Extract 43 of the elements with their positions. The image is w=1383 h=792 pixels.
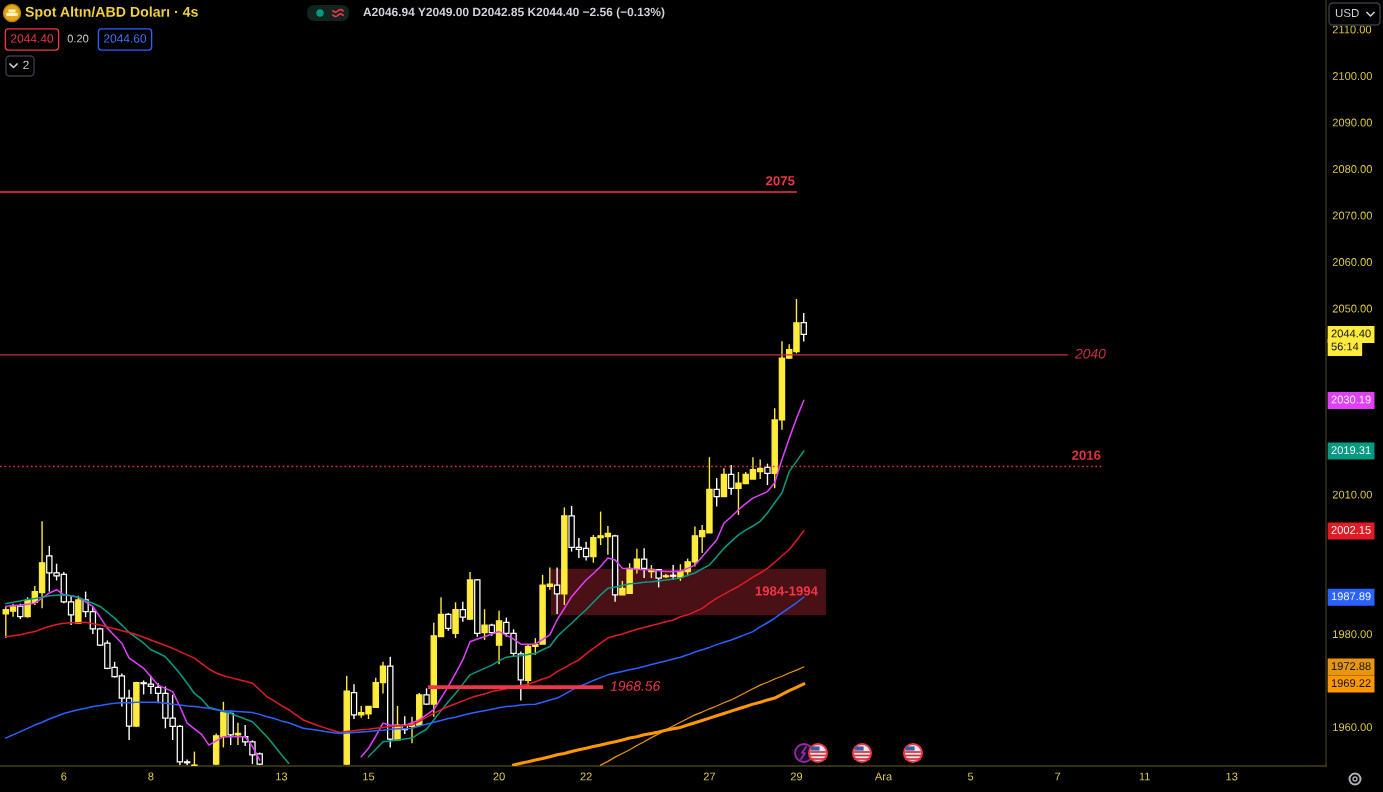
- x-tick-label: 13: [276, 772, 288, 781]
- ref-line-label: 1968.56: [610, 681, 661, 691]
- x-tick-label: 5: [967, 772, 974, 781]
- y-tick-label: 1980.00: [1333, 630, 1372, 639]
- x-tick-label: Ara: [874, 772, 893, 781]
- ref-line-label: 2075: [766, 176, 795, 186]
- x-tick-label: 6: [61, 772, 67, 781]
- text: USD: [1335, 8, 1359, 18]
- text: 56:14: [1331, 342, 1359, 351]
- y-tick-label: 1960.00: [1333, 723, 1372, 732]
- text: 2030.19: [1331, 395, 1371, 404]
- x-tick-label: 22: [580, 772, 592, 781]
- x-tick-label: 11: [1139, 772, 1150, 781]
- y-tick-label: 2110.00: [1332, 25, 1372, 34]
- text: 2019.31: [1331, 446, 1371, 455]
- x-tick-label: 27: [703, 772, 716, 781]
- ref-line-label: 2016: [1072, 450, 1101, 460]
- y-tick-label: 2050.00: [1332, 304, 1372, 313]
- band-label: 1984-1994: [755, 586, 818, 596]
- annotation: 0.20: [67, 34, 89, 43]
- x-tick-label: 7: [1055, 772, 1061, 781]
- y-tick-label: 2010.00: [1332, 490, 1372, 499]
- text: 2044.40: [1331, 329, 1371, 338]
- chart-title: Spot Altın/ABD Doları · 4s: [25, 6, 198, 20]
- annotation: 2: [23, 60, 29, 70]
- x-tick-label: 13: [1226, 772, 1238, 781]
- y-tick-label: 2080.00: [1332, 165, 1372, 173]
- y-tick-label: 2070.00: [1332, 211, 1372, 220]
- x-tick-label: 29: [790, 772, 803, 781]
- annotation: 2044.40: [11, 34, 54, 43]
- text: A2046.94 Y2049.00 D2042.85 K2044.40 −2.56 (−0.13%): [363, 7, 665, 19]
- text: 1969.22: [1331, 679, 1371, 688]
- y-tick-label: 2060.00: [1332, 258, 1372, 266]
- text: 1987.89: [1331, 592, 1371, 601]
- ref-line-label: 2040: [1074, 348, 1106, 359]
- x-tick-label: 8: [148, 772, 154, 781]
- annotation: 2044.60: [104, 34, 147, 43]
- x-tick-label: 20: [493, 772, 505, 781]
- y-tick-label: 2100.00: [1332, 72, 1372, 80]
- x-tick-label: 15: [363, 772, 375, 781]
- y-tick-label: 2090.00: [1332, 118, 1372, 127]
- text: 1972.88: [1331, 662, 1371, 671]
- text: 2002.15: [1331, 526, 1371, 534]
